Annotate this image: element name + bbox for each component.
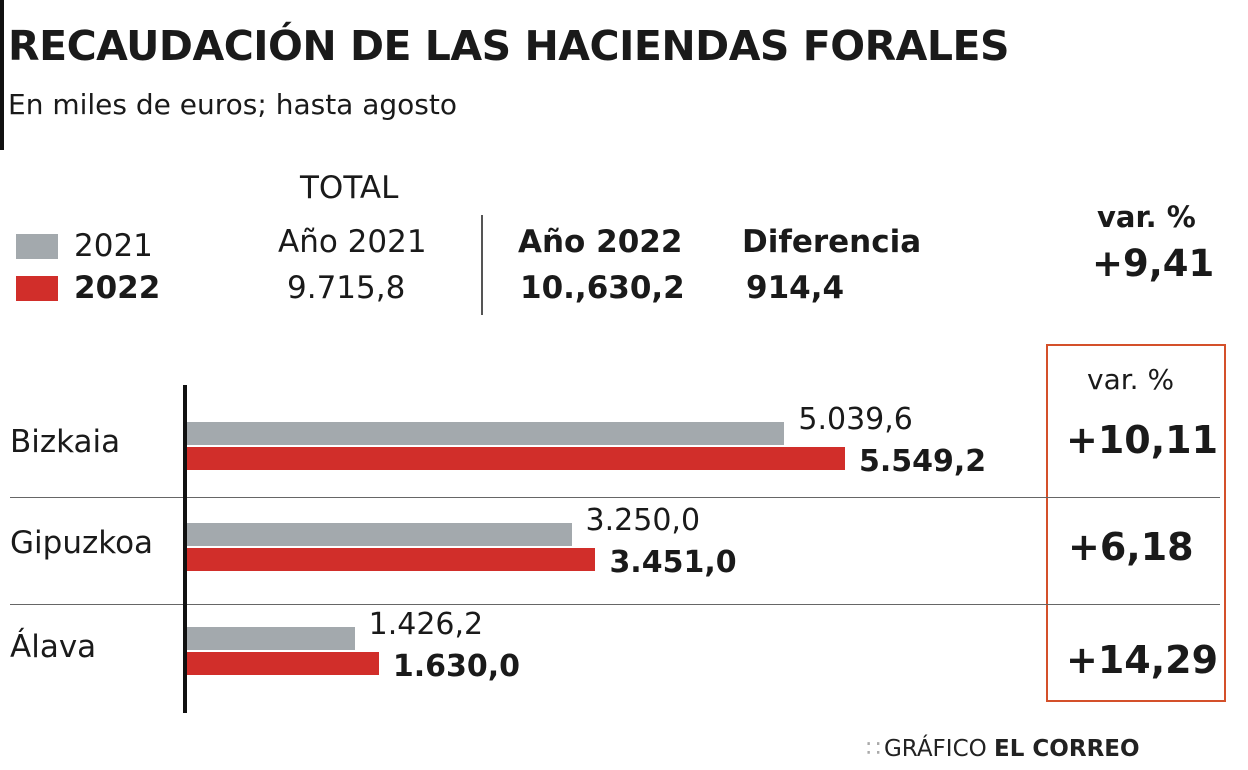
category-label: Álava (10, 629, 97, 665)
legend-swatch-2022 (16, 276, 58, 301)
y-axis (183, 385, 187, 713)
total-2022-label: Año 2022 (518, 224, 683, 260)
chart-title: RECAUDACIÓN DE LAS HACIENDAS FORALES (8, 22, 1010, 70)
bar-2021 (185, 523, 572, 546)
footer-brand: EL CORREO (994, 736, 1140, 762)
bar-2022 (185, 548, 596, 571)
value-label-2021: 1.426,2 (368, 607, 484, 642)
var-pct-value: +10,11 (1066, 418, 1219, 462)
diff-value: 914,4 (746, 270, 845, 306)
legend-swatch-2021 (16, 234, 58, 259)
footer-credit: ∷ GRÁFICO EL CORREO (866, 736, 1140, 762)
dots-icon: ∷ (866, 736, 884, 762)
total-2021-label: Año 2021 (278, 224, 427, 260)
left-accent-bar (0, 0, 4, 150)
box-header: var. % (1087, 363, 1175, 396)
category-label: Bizkaia (10, 424, 121, 460)
value-label-2022: 5.549,2 (859, 444, 987, 479)
var-pct-value: +6,18 (1068, 525, 1194, 569)
value-label-2022: 3.451,0 (609, 545, 737, 580)
value-label-2021: 5.039,6 (798, 402, 913, 437)
bar-2021 (185, 422, 785, 445)
total-var-label: var. % (1097, 200, 1196, 234)
var-pct-box (1046, 344, 1226, 702)
total-2021-value: 9.715,8 (287, 270, 406, 306)
bar-2022 (185, 652, 379, 675)
legend-label-2021: 2021 (74, 228, 153, 264)
category-label: Gipuzkoa (10, 525, 154, 561)
diff-label: Diferencia (742, 224, 922, 260)
total-2022-value: 10.,630,2 (520, 270, 685, 306)
bar-2022 (185, 447, 845, 470)
row-separator (10, 604, 1220, 605)
value-label-2022: 1.630,0 (392, 649, 521, 684)
total-header: TOTAL (300, 170, 399, 206)
legend-label-2022: 2022 (74, 270, 161, 306)
chart-subtitle: En miles de euros; hasta agosto (8, 88, 457, 121)
total-var-value: +9,41 (1092, 242, 1215, 285)
row-separator (10, 497, 1220, 498)
value-label-2021: 3.250,0 (585, 503, 701, 538)
footer-prefix: GRÁFICO (883, 736, 987, 762)
divider (481, 215, 483, 315)
var-pct-value: +14,29 (1066, 638, 1219, 682)
bar-2021 (185, 627, 355, 650)
